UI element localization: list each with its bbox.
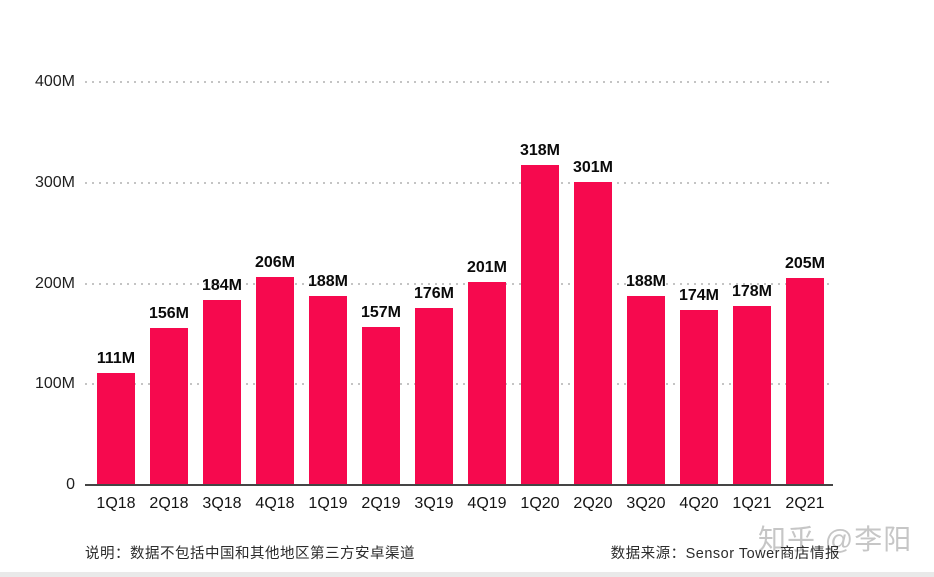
bottom-edge-strip: [0, 572, 934, 577]
bar-value-label: 201M: [466, 259, 508, 277]
gridline: [85, 383, 833, 386]
y-tick-label: 400M: [34, 73, 75, 90]
y-tick-label: 200M: [34, 274, 75, 292]
bar: [150, 327, 188, 484]
bar: [97, 373, 135, 484]
bar: [203, 299, 241, 484]
chart-footnote: 说明：数据不包括中国和其他地区第三方安卓渠道: [85, 546, 415, 562]
bar: [415, 307, 453, 484]
bar: [680, 309, 718, 484]
data-source-label: 数据来源：Sensor Tower商店情报: [610, 546, 840, 562]
x-tick-label: 3Q20: [626, 495, 666, 512]
x-tick-label: 2Q18: [149, 495, 189, 512]
y-tick-label: 100M: [34, 375, 75, 393]
watermark: 知乎 @李阳: [758, 524, 913, 555]
bar-value-label: 156M: [148, 304, 190, 322]
x-tick-label: 4Q20: [679, 495, 719, 512]
x-tick-label: 2Q21: [785, 495, 825, 512]
gridline: [85, 181, 833, 184]
bar-value-label: 205M: [784, 255, 826, 273]
x-axis-line: [85, 484, 833, 486]
x-tick-label: 3Q18: [202, 495, 242, 512]
x-tick-label: 2Q20: [573, 495, 613, 512]
bar: [786, 278, 824, 484]
x-tick-label: 1Q19: [308, 495, 348, 512]
bar: [733, 305, 771, 484]
bar-value-label: 206M: [254, 254, 296, 272]
bar-value-label: 184M: [201, 276, 243, 294]
y-tick-label: 300M: [34, 173, 75, 191]
gridline: [85, 282, 833, 285]
bar-value-label: 157M: [360, 303, 402, 321]
bar: [468, 282, 506, 484]
x-tick-label: 3Q19: [414, 495, 454, 512]
bar-value-label: 111M: [96, 350, 136, 368]
gridline: [85, 81, 833, 83]
bar: [256, 277, 294, 484]
bar-value-label: 188M: [307, 272, 349, 290]
y-tick-label: 0: [66, 476, 75, 493]
x-tick-label: 4Q18: [255, 495, 295, 512]
x-tick-label: 1Q18: [96, 495, 136, 512]
bar: [627, 295, 665, 484]
bar-value-label: 174M: [678, 286, 720, 304]
x-tick-label: 2Q19: [361, 495, 401, 512]
bar: [521, 164, 559, 484]
bar-value-label: 301M: [572, 158, 614, 176]
bar: [309, 295, 347, 484]
bar: [362, 326, 400, 484]
x-tick-label: 1Q21: [732, 495, 772, 512]
x-tick-label: 4Q19: [467, 495, 507, 512]
bar: [574, 181, 612, 484]
bar-value-label: 318M: [519, 141, 561, 159]
x-tick-label: 1Q20: [520, 495, 560, 512]
bar-value-label: 188M: [625, 272, 667, 290]
bar-value-label: 176M: [413, 284, 455, 302]
bar-value-label: 178M: [731, 282, 773, 300]
